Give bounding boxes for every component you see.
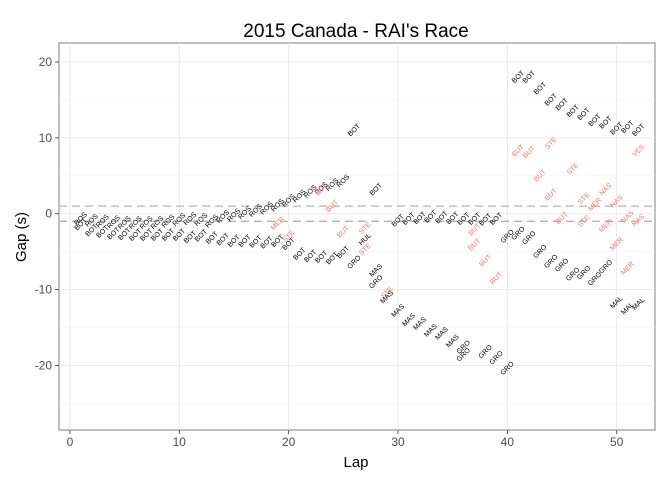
y-tick-label: -20 (35, 359, 53, 373)
x-axis-title: Lap (343, 454, 368, 471)
x-axis: 0 10 20 30 40 50 (67, 430, 624, 449)
y-tick-label: 10 (39, 131, 53, 145)
reference-lines (59, 205, 655, 222)
chart-title: 2015 Canada - RAI's Race (243, 21, 468, 42)
y-axis: -20 -10 0 10 20 (35, 55, 59, 373)
x-tick-label: 20 (282, 435, 296, 449)
x-tick-label: 0 (67, 435, 74, 449)
x-tick-label: 30 (391, 435, 405, 449)
y-tick-label: 20 (39, 55, 53, 69)
x-tick-label: 10 (173, 435, 187, 449)
grid-lines (59, 43, 655, 430)
y-tick-label: -10 (35, 283, 53, 297)
x-tick-label: 40 (501, 435, 515, 449)
y-axis-title: Gap (s) (13, 212, 30, 262)
y-tick-label: 0 (45, 207, 52, 221)
x-tick-label: 50 (610, 435, 624, 449)
